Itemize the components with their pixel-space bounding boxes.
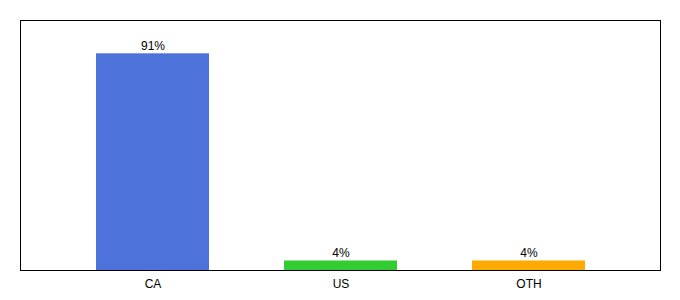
svg-text:US: US (333, 277, 350, 291)
svg-text:4%: 4% (520, 246, 538, 260)
svg-text:4%: 4% (332, 246, 350, 260)
svg-text:91%: 91% (141, 39, 165, 53)
svg-text:CA: CA (145, 277, 162, 291)
svg-text:OTH: OTH (516, 277, 541, 291)
